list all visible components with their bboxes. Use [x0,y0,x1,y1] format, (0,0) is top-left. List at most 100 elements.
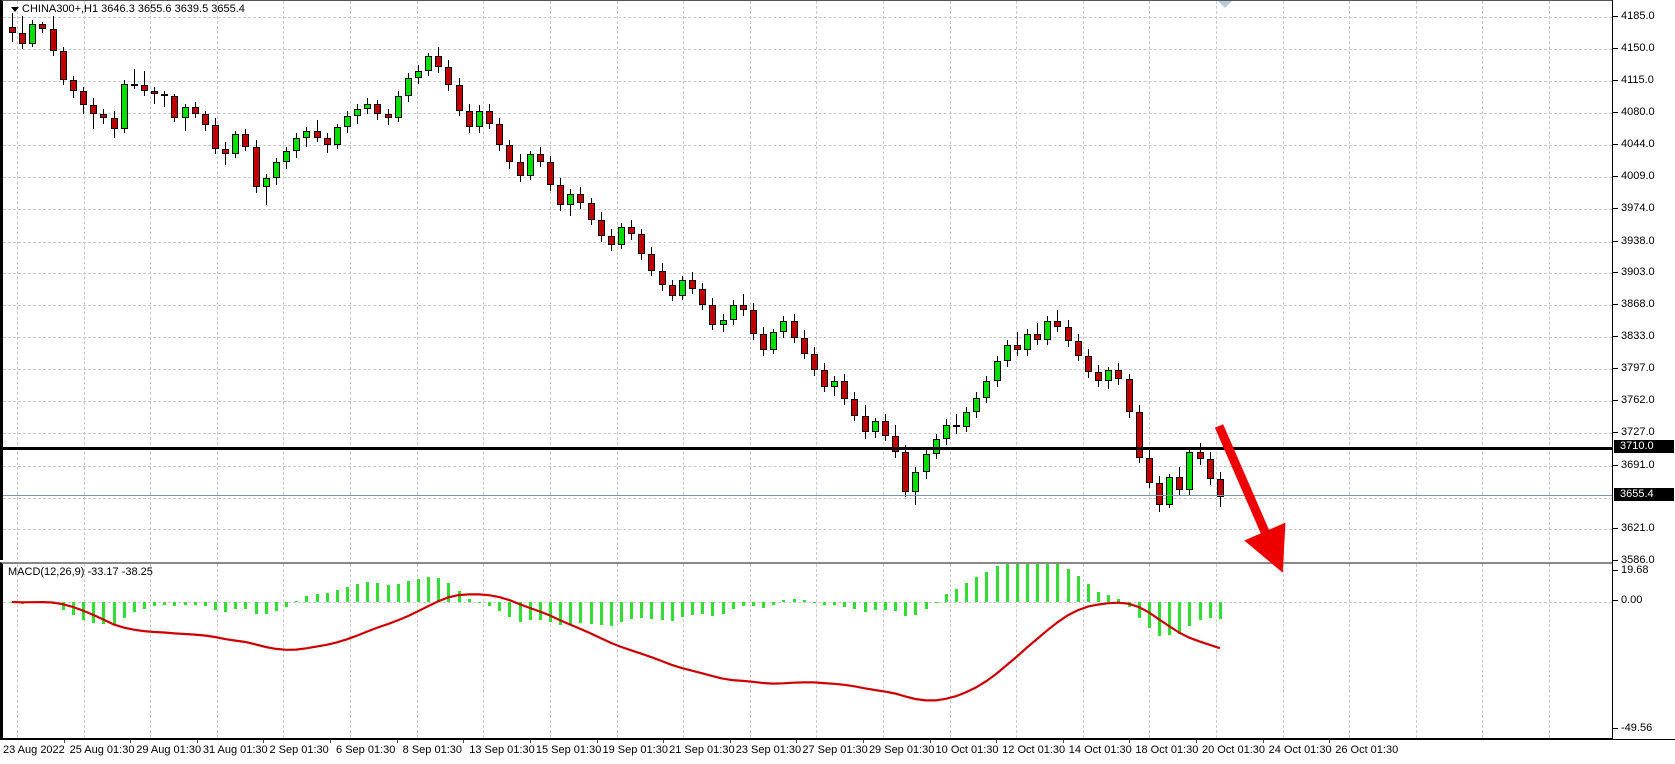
candlestick [699,1,707,560]
macd-histogram-bar [315,593,319,602]
candlestick [780,1,788,560]
chart-header-text: CHINA300+,H1 3646.3 3655.6 3639.5 3655.4 [22,3,245,15]
macd-histogram-bar [965,583,969,602]
macd-histogram-bar [335,590,339,602]
price-axis[interactable]: 4185.0 4150.0 4115.0 4080.0 4044.0 4009.0 3974… [1612,0,1675,739]
candle-body-bullish [415,70,422,79]
time-axis-separator [862,740,864,743]
candle-body-bearish [39,23,47,30]
time-axis[interactable]: 23 Aug 2022 25 Aug 01:30 29 Aug 01:30 31 Au… [0,739,1675,764]
macd-histogram-bar [467,599,471,602]
macd-histogram-bar [833,602,837,606]
candle-body-bearish [151,90,159,95]
candle-body-bearish [1013,344,1021,351]
candlestick [516,1,524,560]
candle-body-bearish [800,337,808,355]
macd-signal-polyline [11,593,1221,702]
macd-pane[interactable]: MACD(12,26,9) -33.17 -38.25 [0,562,1612,739]
macd-histogram-bar [122,602,126,618]
candle-body-bearish [222,148,230,155]
macd-histogram-bar [731,602,735,610]
macd-histogram-bar [1026,564,1029,602]
candlestick [993,1,1001,560]
macd-histogram-bar [254,602,258,614]
candlestick [526,1,534,560]
candle-body-bearish [607,236,615,246]
macd-histogram-bar [1086,584,1090,602]
candle-body-bearish [445,67,453,86]
macd-histogram-bar [914,602,918,615]
time-axis-separator [796,740,798,743]
macd-histogram-bar [193,602,197,605]
candle-body-bearish [1084,355,1092,373]
candlestick [871,1,879,560]
candlestick [810,1,818,560]
time-axis-separator [996,740,998,743]
candle-body-bullish [364,103,372,109]
candlestick [1135,1,1143,560]
macd-histogram-bar [244,602,248,609]
candle-body-bullish [1003,344,1011,362]
candle-body-bearish [841,381,849,400]
candlestick [354,1,362,560]
macd-histogram-bar [863,602,867,612]
candlestick [151,1,159,560]
candle-wick [22,16,24,50]
price-pane[interactable]: CHINA300+,H1 3646.3 3655.6 3639.5 3655.4 [0,0,1612,560]
candlestick [1196,1,1204,560]
macd-histogram-bar [883,602,887,611]
macd-histogram-bar [853,602,857,610]
candle-body-bullish [618,226,625,246]
candlestick [719,1,727,560]
candle-body-bullish [1186,452,1194,491]
macd-histogram-bar [1218,602,1222,619]
candlestick [1013,1,1021,560]
macd-histogram-bar [498,602,502,612]
candlestick [445,1,453,560]
candle-body-bearish [760,334,768,351]
candlestick [262,1,270,560]
candle-body-bullish [922,453,930,473]
macd-histogram-bar [1005,564,1009,602]
macd-histogram-bar [305,595,309,602]
candlestick [618,1,625,560]
time-axis-tick: 29 Sep 01:30 [868,744,935,756]
macd-histogram-bar [630,602,634,619]
candle-body-bullish [973,397,981,413]
candlestick [1115,1,1123,560]
candle-body-bullish [232,134,240,155]
candlestick [1206,1,1214,560]
macd-histogram-bar [792,599,796,602]
gridline-vertical [1549,1,1551,560]
candle-body-bullish [425,56,433,71]
macd-histogram-bar [975,577,979,602]
candle-body-bearish [1095,372,1103,382]
macd-histogram-bar [985,571,989,602]
macd-histogram-bar [508,602,512,617]
candle-body-bearish [59,50,67,80]
candlestick [607,1,615,560]
candle-body-bearish [1054,321,1062,327]
gridline-vertical [1349,1,1351,560]
candle-body-bearish [658,270,666,286]
macd-histogram-bar [214,602,217,610]
time-axis-tick: 25 Aug 01:30 [69,744,135,756]
time-axis-tick: 15 Sep 01:30 [535,744,602,756]
time-axis-tick: 18 Oct 01:30 [1135,744,1199,756]
macd-histogram-bar [660,602,664,621]
candlestick [739,1,747,560]
candle-body-bearish [638,234,646,255]
chevron-down-icon[interactable] [11,6,19,12]
candle-body-bullish [1044,321,1052,340]
candle-body-bearish [648,254,656,271]
price-axis-tick: 3586.0 [1613,555,1655,566]
time-axis-separator [1329,740,1331,743]
macd-histogram-bar [457,590,461,602]
macd-histogram-bar [904,602,908,617]
candle-body-bearish [902,452,910,492]
macd-histogram-bar [569,602,573,624]
candlestick [1024,1,1031,560]
time-axis-tick: 23 Sep 01:30 [735,744,802,756]
time-axis-separator [130,740,132,743]
